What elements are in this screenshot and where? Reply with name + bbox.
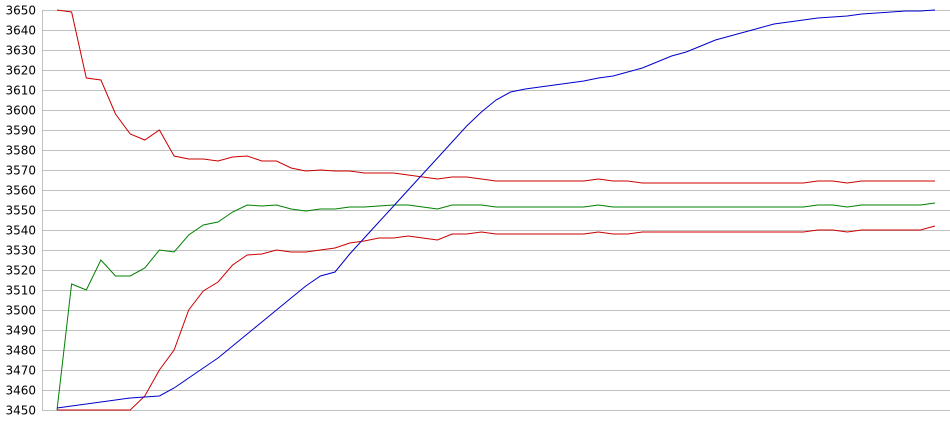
y-tick-label: 3550	[5, 204, 36, 218]
y-axis-tick-labels: 3450 3460 3470 3480 3490 3500 3510 3520 3530 3540…	[5, 4, 36, 418]
y-tick-label: 3470	[5, 364, 36, 378]
y-tick-label: 3560	[5, 184, 36, 198]
y-tick-label: 3510	[5, 284, 36, 298]
series-line-red-lower	[57, 225, 936, 411]
y-tick-label: 3650	[5, 4, 36, 18]
y-tick-label: 3530	[5, 244, 36, 258]
y-tick-label: 3570	[5, 164, 36, 178]
series-line-green	[56, 202, 936, 411]
y-tick-label: 3620	[5, 64, 36, 78]
y-tick-label: 3480	[5, 344, 36, 358]
y-tick-label: 3540	[5, 224, 36, 238]
y-tick-label: 3520	[5, 264, 36, 278]
y-tick-label: 3640	[5, 24, 36, 38]
series-lines	[56, 9, 936, 411]
y-tick-label: 3450	[5, 404, 36, 418]
y-tick-label: 3490	[5, 324, 36, 338]
y-tick-label: 3610	[5, 84, 36, 98]
gridlines	[42, 10, 950, 411]
y-tick-label: 3590	[5, 124, 36, 138]
y-tick-label: 3500	[5, 304, 36, 318]
series-line-red-upper	[56, 9, 935, 184]
y-tick-label: 3600	[5, 104, 36, 118]
y-tick-label: 3460	[5, 384, 36, 398]
y-tick-label: 3580	[5, 144, 36, 158]
y-tick-label: 3630	[5, 44, 36, 58]
series-line-blue	[56, 9, 936, 409]
